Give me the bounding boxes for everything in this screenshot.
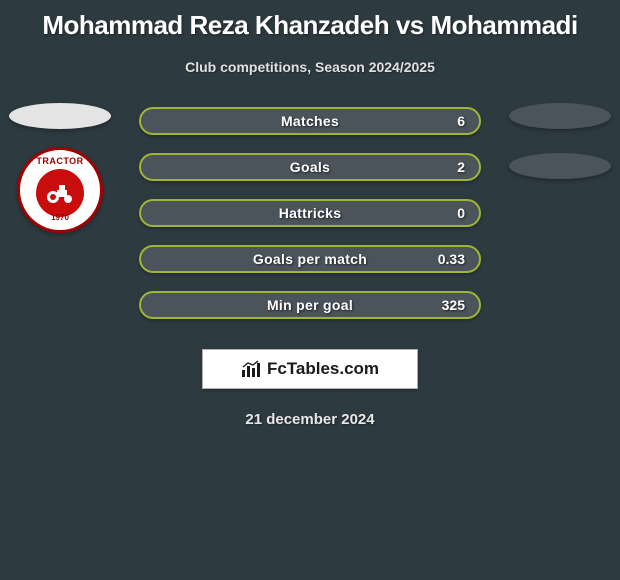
stat-label: Matches bbox=[281, 113, 339, 129]
page-title: Mohammad Reza Khanzadeh vs Mohammadi bbox=[0, 0, 620, 41]
stat-label: Goals bbox=[290, 159, 330, 175]
stat-value-right: 0.33 bbox=[438, 251, 465, 267]
chart-icon bbox=[241, 360, 261, 378]
stat-label: Hattricks bbox=[279, 205, 342, 221]
stat-value-right: 2 bbox=[457, 159, 465, 175]
stat-bar: Hattricks 0 bbox=[139, 199, 481, 227]
player-right-placeholder bbox=[509, 103, 611, 129]
date-text: 21 december 2024 bbox=[0, 411, 620, 428]
stat-value-right: 325 bbox=[442, 297, 465, 313]
player-left-placeholder bbox=[9, 103, 111, 129]
stat-bar: Goals 2 bbox=[139, 153, 481, 181]
stat-label: Goals per match bbox=[253, 251, 367, 267]
club-right-placeholder bbox=[509, 153, 611, 179]
comparison-panel: TRACTOR 1970 Matches 6 Goals 2 Hattricks bbox=[0, 107, 620, 319]
tractor-icon bbox=[45, 182, 75, 204]
stat-bar: Min per goal 325 bbox=[139, 291, 481, 319]
stat-bars: Matches 6 Goals 2 Hattricks 0 Goals per … bbox=[139, 107, 481, 319]
player-left-column: TRACTOR 1970 bbox=[8, 103, 112, 233]
brand-text: FcTables.com bbox=[267, 359, 379, 379]
club-badge-year: 1970 bbox=[51, 213, 69, 222]
player-right-column bbox=[508, 103, 612, 179]
club-badge-left: TRACTOR 1970 bbox=[17, 147, 103, 233]
subtitle: Club competitions, Season 2024/2025 bbox=[0, 59, 620, 75]
club-badge-top-text: TRACTOR bbox=[36, 156, 83, 166]
stat-value-right: 0 bbox=[457, 205, 465, 221]
stat-value-right: 6 bbox=[457, 113, 465, 129]
club-badge-inner bbox=[36, 169, 84, 217]
stat-bar: Matches 6 bbox=[139, 107, 481, 135]
stat-label: Min per goal bbox=[267, 297, 353, 313]
stat-bar: Goals per match 0.33 bbox=[139, 245, 481, 273]
brand-box[interactable]: FcTables.com bbox=[202, 349, 418, 389]
